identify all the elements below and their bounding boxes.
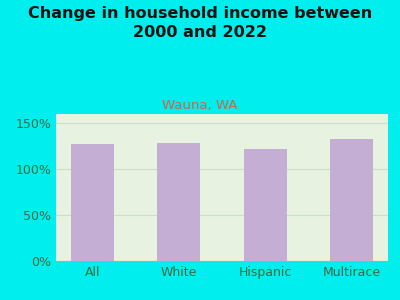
Bar [71, 144, 114, 261]
Bar [330, 139, 373, 261]
Bar [244, 149, 287, 261]
Bar [157, 143, 200, 261]
Text: Wauna, WA: Wauna, WA [162, 99, 238, 112]
Text: Change in household income between
2000 and 2022: Change in household income between 2000 … [28, 6, 372, 40]
